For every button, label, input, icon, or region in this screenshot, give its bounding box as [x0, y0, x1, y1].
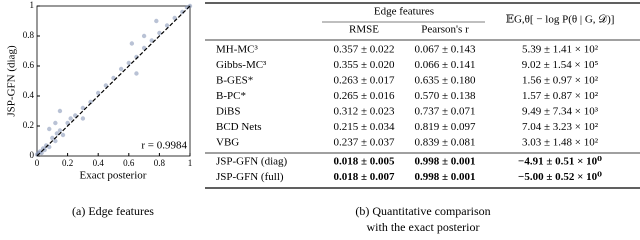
- point: [54, 131, 60, 136]
- y-axis-label: JSP-GFN (diag): [6, 45, 18, 117]
- table-cell: 0.263 ± 0.017: [333, 75, 395, 87]
- table-cell: −5.00 ± 0.52 × 10⁰: [518, 171, 602, 183]
- point: [57, 128, 63, 133]
- table-cell: 0.067 ± 0.143: [414, 44, 476, 56]
- table-cell: 0.312 ± 0.023: [333, 106, 395, 118]
- x-tick-label: 0.2: [62, 158, 73, 168]
- x-tick-label: 0.8: [154, 158, 166, 168]
- table-cell: B-PC*: [216, 90, 246, 102]
- x-axis-label: Exact posterior: [80, 170, 147, 182]
- table-cell: 1.57 ± 0.87 × 10²: [522, 90, 599, 102]
- table-cell: 0.265 ± 0.016: [333, 90, 395, 102]
- column-header: Pearson's r: [421, 24, 469, 36]
- table-cell: Gibbs-MC³: [216, 59, 267, 71]
- table-cell: 0.355 ± 0.020: [333, 59, 395, 71]
- y-tick-label: 0.2: [23, 120, 34, 130]
- point: [157, 30, 162, 36]
- plot-frame: [36, 5, 191, 157]
- table-cell: 5.39 ± 1.41 × 10²: [522, 44, 599, 56]
- x-tick-label: 1: [188, 158, 193, 168]
- table-cell: 0.066 ± 0.141: [414, 59, 475, 71]
- point: [129, 41, 135, 46]
- caption-b: (b) Quantitative comparison: [355, 204, 490, 218]
- caption-b: with the exact posterior: [367, 220, 480, 234]
- point: [154, 18, 159, 24]
- table-cell: 0.357 ± 0.022: [333, 44, 394, 56]
- table-cell: MH-MC³: [216, 44, 259, 56]
- point: [164, 23, 170, 28]
- column-header: 𝔼G,θ[ − log P(θ | G, 𝒟)]: [506, 14, 615, 26]
- table-cell: 0.998 ± 0.001: [414, 156, 475, 168]
- point: [126, 60, 131, 66]
- table-cell: 0.570 ± 0.138: [414, 90, 476, 102]
- point: [80, 116, 86, 121]
- table-cell: 0.635 ± 0.180: [414, 75, 476, 87]
- x-tick-label: 0: [35, 158, 40, 168]
- table-cell: B-GES*: [216, 75, 253, 87]
- table-cell: 9.02 ± 1.54 × 10⁵: [522, 59, 599, 71]
- y-tick-label: 0: [30, 150, 35, 160]
- caption-a: (a) Edge features: [72, 204, 154, 218]
- group-header: Edge features: [374, 6, 434, 18]
- table-cell: 0.215 ± 0.034: [333, 121, 395, 133]
- table-cell: 3.03 ± 1.48 × 10²: [522, 137, 599, 149]
- table-cell: 0.998 ± 0.001: [414, 171, 475, 183]
- point: [68, 116, 73, 121]
- table-cell: JSP-GFN (full): [216, 171, 284, 183]
- table-cell: 9.49 ± 7.34 × 10³: [522, 106, 599, 118]
- table-cell: 7.04 ± 3.23 × 10²: [522, 121, 599, 133]
- table-cell: VBG: [216, 137, 239, 149]
- table-cell: JSP-GFN (diag): [216, 156, 288, 168]
- table-cell: −4.91 ± 0.51 × 10⁰: [518, 156, 602, 168]
- reference-line: [36, 5, 191, 157]
- table-cell: 0.737 ± 0.071: [414, 106, 475, 118]
- point: [39, 150, 44, 156]
- point: [53, 120, 58, 126]
- point: [134, 71, 139, 76]
- table-cell: 0.237 ± 0.037: [333, 137, 395, 149]
- point: [60, 132, 66, 138]
- y-tick-label: 1: [30, 0, 35, 10]
- point: [53, 138, 58, 144]
- table-cell: 1.56 ± 0.97 × 10²: [522, 75, 599, 87]
- annotation: r = 0.9984: [141, 140, 187, 152]
- column-header: RMSE: [349, 24, 379, 36]
- table-cell: 0.819 ± 0.097: [414, 121, 476, 133]
- x-tick-label: 0.4: [93, 158, 105, 168]
- point: [50, 135, 55, 141]
- point: [57, 108, 63, 114]
- table-cell: 0.018 ± 0.007: [333, 171, 395, 183]
- point: [118, 66, 124, 72]
- table-cell: 0.839 ± 0.081: [414, 137, 475, 149]
- point: [141, 33, 147, 39]
- table-cell: DiBS: [216, 106, 240, 118]
- point: [47, 126, 52, 132]
- x-tick-label: 0.6: [123, 158, 135, 168]
- table-cell: 0.018 ± 0.005: [333, 156, 395, 168]
- y-tick-label: 0.4: [23, 90, 35, 100]
- point: [88, 99, 93, 105]
- y-tick-label: 0.8: [23, 30, 35, 40]
- table-cell: BCD Nets: [216, 121, 262, 133]
- y-tick-label: 0.6: [23, 60, 35, 70]
